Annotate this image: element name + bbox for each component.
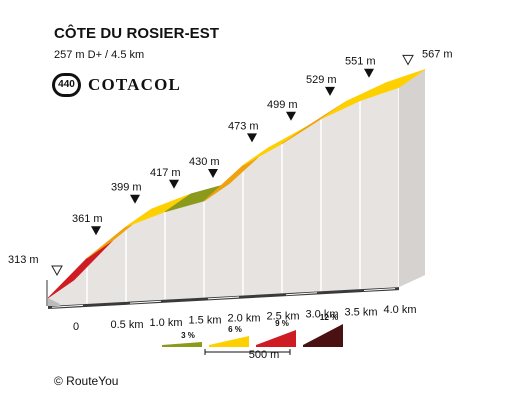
legend-wedge [209, 336, 249, 345]
elevation-label: 567 m [422, 48, 453, 60]
x-tick-label: 2.5 km [266, 311, 299, 323]
base-tick [285, 292, 318, 296]
profile-start-cap [46, 280, 48, 306]
legend-wedge [303, 324, 343, 345]
elevation-marker-icon [169, 179, 179, 189]
copyright-text: © RouteYou [54, 374, 119, 388]
climb-title: CÔTE DU ROSIER-EST [54, 25, 220, 42]
legend-label: 12 % [320, 313, 338, 322]
legend-label: 9 % [275, 319, 289, 328]
elevation-marker-icon [91, 226, 101, 236]
elevation-marker-icon [325, 86, 335, 96]
elevation-label: 551 m [345, 56, 376, 68]
x-tick-label: 3.5 km [344, 306, 377, 318]
cotacol-number: 440 [55, 76, 78, 94]
base-tick [363, 288, 396, 291]
x-tick-label: 0.5 km [110, 319, 143, 331]
scale-label: 500 m [249, 349, 280, 361]
cotacol-logo: 440 COTACOL [52, 71, 182, 101]
elevation-marker-icon [364, 68, 374, 78]
legend-bar [162, 345, 202, 347]
elevation-marker-icon [247, 133, 257, 143]
elevation-label: 430 m [189, 156, 220, 168]
summit-marker-icon [51, 265, 63, 277]
profile-end-cap [399, 69, 425, 288]
legend-wedge [162, 342, 202, 345]
x-tick-label: 4.0 km [383, 304, 416, 316]
profile-base [48, 275, 425, 309]
elevation-marker-icon [130, 194, 140, 204]
climb-stats: 257 m D+ / 4.5 km [54, 49, 145, 61]
x-tick-label: 3.0 km [305, 308, 338, 320]
elevation-label: 529 m [306, 74, 337, 86]
profile-start-face [48, 298, 60, 306]
x-tick-label: 0 [73, 321, 79, 333]
elevation-label: 417 m [150, 167, 181, 179]
elevation-label: 361 m [72, 213, 103, 225]
legend-wedge [256, 330, 296, 345]
legend-bar [303, 345, 343, 347]
base-tick [207, 296, 240, 300]
elevation-label: 399 m [111, 182, 142, 194]
legend-label: 3 % [181, 331, 195, 340]
x-tick-label: 1.0 km [149, 317, 182, 329]
base-tick [51, 304, 84, 308]
elevation-label: 499 m [267, 99, 298, 111]
summit-marker-icon [402, 54, 414, 66]
elevation-marker-icon [286, 111, 296, 121]
cotacol-badge: 440 [52, 73, 81, 97]
profile-side-wall [48, 87, 399, 307]
elevation-label: 473 m [228, 120, 259, 132]
x-tick-label: 2.0 km [227, 313, 260, 325]
cotacol-wordmark: COTACOL [88, 75, 182, 94]
legend-bar [209, 345, 249, 347]
elevation-marker-icon [208, 169, 218, 179]
elevation-label: 313 m [8, 254, 39, 266]
base-tick [129, 300, 162, 304]
legend-bar [256, 345, 296, 347]
legend-label: 6 % [228, 325, 242, 334]
x-tick-label: 1.5 km [188, 315, 221, 327]
segment-grade-6-8 [359, 69, 426, 101]
